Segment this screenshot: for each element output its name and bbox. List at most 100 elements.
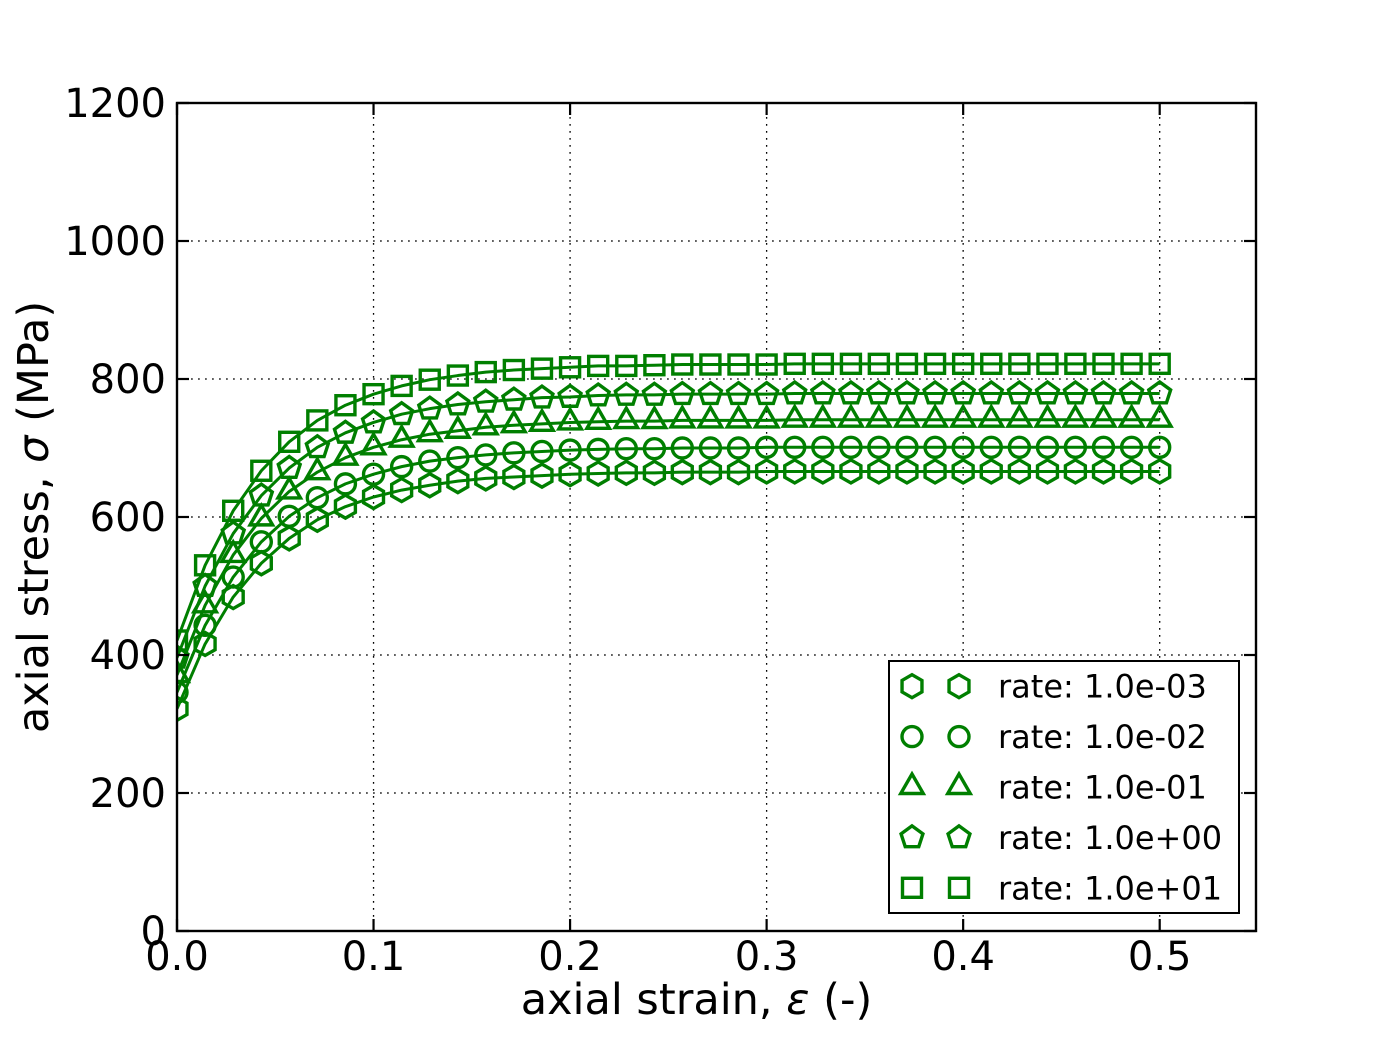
legend-label: rate: 1.0e+01 [998, 869, 1222, 907]
triangle-marker [1033, 403, 1062, 428]
circle-marker [783, 435, 807, 460]
triangle-marker [977, 403, 1006, 428]
square-marker [250, 459, 273, 482]
circle-marker [418, 449, 442, 473]
triangle-marker [415, 417, 444, 443]
legend-triangle-marker [897, 770, 927, 796]
legend-pentagon-marker [899, 823, 925, 849]
hexagon-marker [389, 476, 414, 504]
square-marker [1036, 352, 1059, 376]
hexagon-marker [333, 493, 358, 521]
triangle-marker [247, 501, 276, 527]
circle-marker [221, 565, 245, 589]
pentagon-marker [950, 379, 977, 405]
hexagon-marker [502, 463, 526, 491]
hexagon-marker [305, 506, 329, 534]
circle-marker [979, 435, 1003, 460]
hexagon-marker [642, 459, 667, 487]
y-axis-label: axial stress, σ (MPa) [9, 301, 59, 733]
legend-label: rate: 1.0e-01 [998, 769, 1207, 807]
hexagon-marker [1063, 457, 1088, 485]
square-marker [193, 554, 217, 577]
pentagon-marker [1034, 379, 1061, 405]
triangle-marker [668, 404, 697, 429]
triangle-marker [920, 403, 950, 428]
circle-marker [1147, 435, 1172, 460]
circle-marker [1091, 435, 1116, 460]
triangle-marker [499, 408, 529, 434]
triangle-marker [892, 403, 922, 428]
pentagon-marker [613, 381, 640, 406]
triangle-marker [219, 538, 248, 564]
square-marker [643, 354, 666, 377]
hexagon-marker [670, 458, 694, 486]
legend-triangle-marker [944, 770, 974, 796]
pentagon-marker [416, 395, 443, 420]
circle-marker [361, 462, 386, 486]
square-marker [980, 352, 1003, 376]
hexagon-marker [1035, 457, 1060, 485]
square-marker [951, 352, 975, 376]
hexagon-marker [1119, 457, 1144, 485]
square-marker [699, 353, 722, 376]
hexagon-marker [361, 483, 386, 511]
square-marker [727, 353, 750, 376]
square-marker [334, 394, 357, 417]
legend-entry-pentagon: rate: 1.0e+00 [899, 819, 1222, 857]
circle-marker [333, 472, 358, 496]
hexagon-marker [418, 471, 442, 499]
pentagon-marker [276, 454, 303, 480]
x-tick-label-0.3: 0.3 [735, 934, 799, 980]
triangle-marker [359, 430, 388, 456]
legend-square-marker [900, 876, 924, 899]
square-marker [222, 499, 245, 522]
circle-marker [389, 454, 414, 479]
pentagon-marker [1006, 379, 1033, 405]
pentagon-marker [304, 433, 331, 459]
pentagon-marker [1146, 379, 1173, 405]
pentagon-marker [332, 419, 359, 444]
hexagon-marker [923, 457, 947, 485]
circle-marker [839, 435, 863, 460]
x-tick-label-0.5: 0.5 [1128, 934, 1192, 980]
hexagon-marker [446, 467, 470, 495]
hexagon-marker [726, 458, 751, 486]
triangle-marker [583, 405, 613, 430]
series-line [176, 418, 1160, 676]
square-marker [811, 352, 835, 376]
legend-square-marker [947, 876, 971, 899]
square-marker [755, 353, 778, 376]
y-tick-label-1000: 1000 [64, 219, 166, 265]
y-tick-label-600: 600 [90, 495, 166, 541]
triangle-marker [948, 403, 978, 428]
square-marker [1148, 352, 1171, 376]
triangle-marker [303, 455, 332, 481]
x-axis-label: axial strain, ε (-) [521, 975, 873, 1025]
pentagon-marker [978, 379, 1005, 405]
triangle-marker [471, 410, 500, 436]
legend-box [888, 660, 1240, 914]
square-marker [502, 358, 526, 382]
pentagon-marker [894, 379, 920, 405]
triangle-marker [780, 403, 809, 428]
pentagon-marker [669, 380, 696, 406]
triangle-marker [752, 404, 781, 429]
circle-marker [502, 441, 526, 465]
hexagon-marker [979, 457, 1003, 485]
x-tick-label-0.0: 0.0 [145, 934, 209, 980]
circle-marker [642, 436, 667, 461]
pentagon-marker [248, 482, 275, 507]
square-marker [1120, 352, 1143, 376]
triangle-marker [443, 414, 473, 439]
legend-hexagon-marker [947, 672, 971, 700]
pentagon-marker [697, 380, 724, 406]
hexagon-marker [277, 524, 301, 552]
square-marker [586, 354, 610, 378]
y-tick-label-0: 0 [141, 909, 166, 955]
hexagon-marker [558, 460, 582, 488]
circle-marker [698, 436, 723, 460]
circle-marker [530, 439, 554, 464]
triangle-marker [1117, 403, 1146, 428]
